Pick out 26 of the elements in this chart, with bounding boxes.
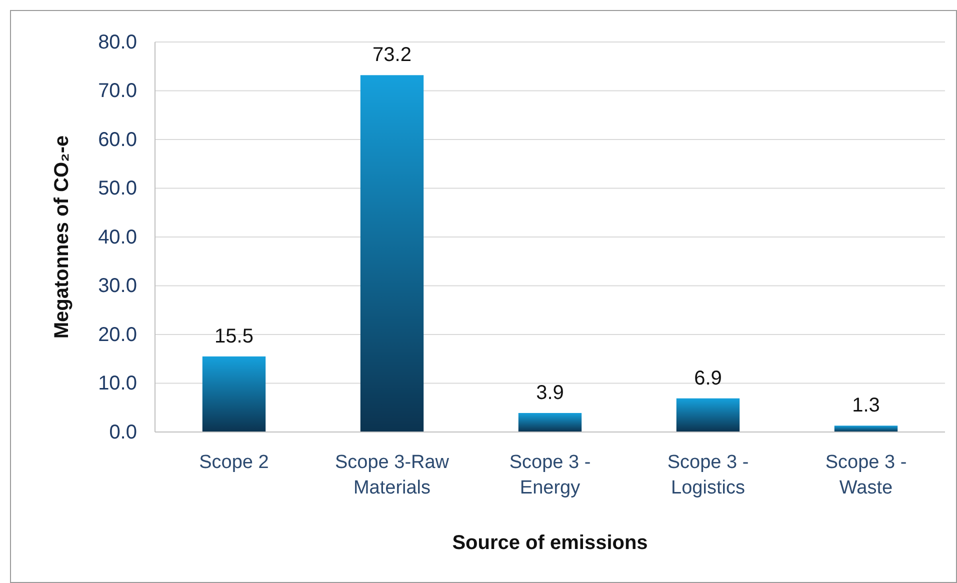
- bar: [676, 398, 740, 432]
- y-tick-label: 0.0: [109, 421, 137, 444]
- y-tick-label: 70.0: [98, 80, 137, 102]
- y-axis-title: Megatonnes of CO₂-e: [51, 135, 73, 339]
- bar: [518, 412, 582, 432]
- y-tick-label: 30.0: [98, 275, 137, 298]
- bar: [202, 356, 266, 432]
- bar: [360, 75, 424, 432]
- x-tick-label: Scope 3-Raw Materials: [334, 452, 450, 499]
- x-tick-label: Scope 2: [199, 452, 269, 473]
- y-tick-label: 80.0: [98, 31, 137, 54]
- data-label: 1.3: [852, 394, 880, 417]
- x-tick-label: Scope 3 - Waste: [825, 452, 907, 499]
- data-label: 73.2: [372, 44, 412, 66]
- bar: [834, 426, 898, 432]
- y-tick-label: 20.0: [98, 324, 137, 346]
- x-axis-title: Source of emissions: [452, 532, 648, 554]
- data-label: 15.5: [214, 325, 254, 348]
- data-label: 3.9: [536, 382, 564, 404]
- x-tick-label: Scope 3 - Energy: [509, 452, 591, 499]
- y-tick-label: 40.0: [98, 226, 137, 248]
- x-tick-label: Scope 3 - Logistics: [667, 452, 749, 499]
- data-label: 6.9: [694, 367, 722, 390]
- y-tick-label: 10.0: [98, 372, 137, 395]
- y-tick-label: 50.0: [98, 178, 137, 200]
- y-tick-label: 60.0: [98, 128, 137, 151]
